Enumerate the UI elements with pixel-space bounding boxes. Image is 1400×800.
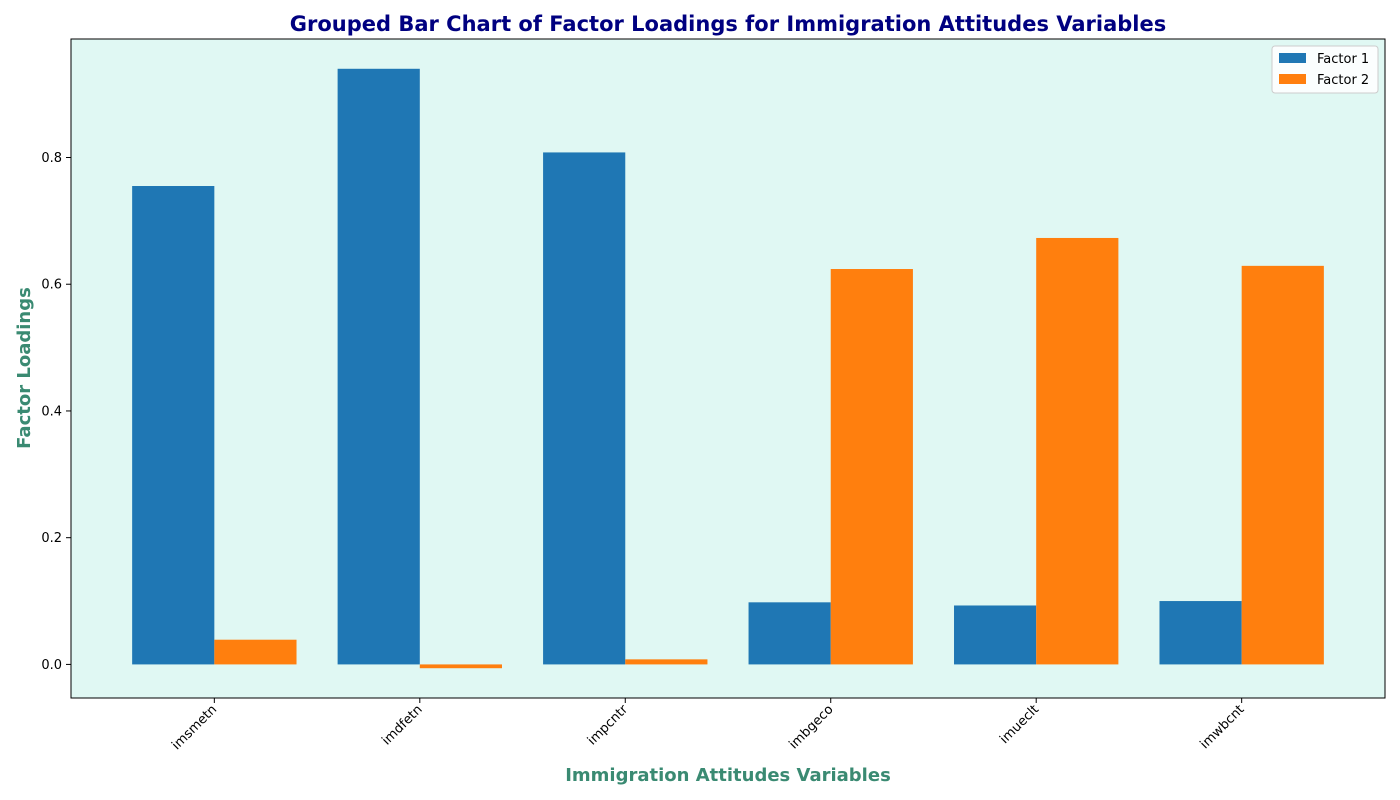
x-axis-label: Immigration Attitudes Variables <box>565 765 891 786</box>
legend-swatch-factor-1 <box>1279 53 1306 63</box>
chart-title: Grouped Bar Chart of Factor Loadings for… <box>290 12 1166 36</box>
bar-impcntr-factor-2 <box>625 659 708 665</box>
legend-label-factor-2: Factor 2 <box>1317 73 1369 88</box>
bar-imdfetn-factor-2 <box>419 664 502 669</box>
y-tick-label: 0.4 <box>41 404 62 419</box>
y-tick-label: 0.8 <box>41 151 62 166</box>
x-tick-label-imdfetn: imdfetn <box>379 702 425 748</box>
bar-imsmetn-factor-2 <box>214 639 297 665</box>
y-axis-label: Factor Loadings <box>14 287 35 449</box>
x-tick-label-imbgeco: imbgeco <box>786 702 836 752</box>
x-tick-label-imsmetn: imsmetn <box>169 702 220 753</box>
plot-frame <box>70 38 1386 699</box>
bar-imbgeco-factor-2 <box>830 269 913 665</box>
bar-imdfetn-factor-1 <box>337 68 420 665</box>
legend-swatch-factor-2 <box>1279 74 1306 84</box>
y-tick-label: 0.6 <box>41 278 62 293</box>
plot-background <box>71 39 1385 698</box>
x-axis-ticks: imsmetn imdfetn impcntr imbgeco imueclt imwbc… <box>169 698 1247 753</box>
bars <box>132 68 1324 669</box>
bar-imueclt-factor-2 <box>1036 237 1119 665</box>
bar-impcntr-factor-1 <box>543 152 626 665</box>
x-tick-label-impcntr: impcntr <box>585 702 632 749</box>
y-axis-ticks: 0.0 0.2 0.4 0.6 0.8 <box>41 151 71 673</box>
bar-imwbcnt-factor-2 <box>1241 265 1324 665</box>
y-tick-label: 0.2 <box>41 531 62 546</box>
bar-imbgeco-factor-1 <box>748 602 831 665</box>
legend-label-factor-1: Factor 1 <box>1317 52 1369 67</box>
x-tick-label-imueclt: imueclt <box>997 702 1042 747</box>
bar-imwbcnt-factor-1 <box>1159 601 1242 665</box>
legend: Factor 1 Factor 2 <box>1271 45 1379 94</box>
y-tick-label: 0.0 <box>41 658 62 673</box>
bar-imsmetn-factor-1 <box>132 186 215 665</box>
bar-imueclt-factor-1 <box>954 605 1037 665</box>
x-tick-label-imwbcnt: imwbcnt <box>1198 702 1248 752</box>
